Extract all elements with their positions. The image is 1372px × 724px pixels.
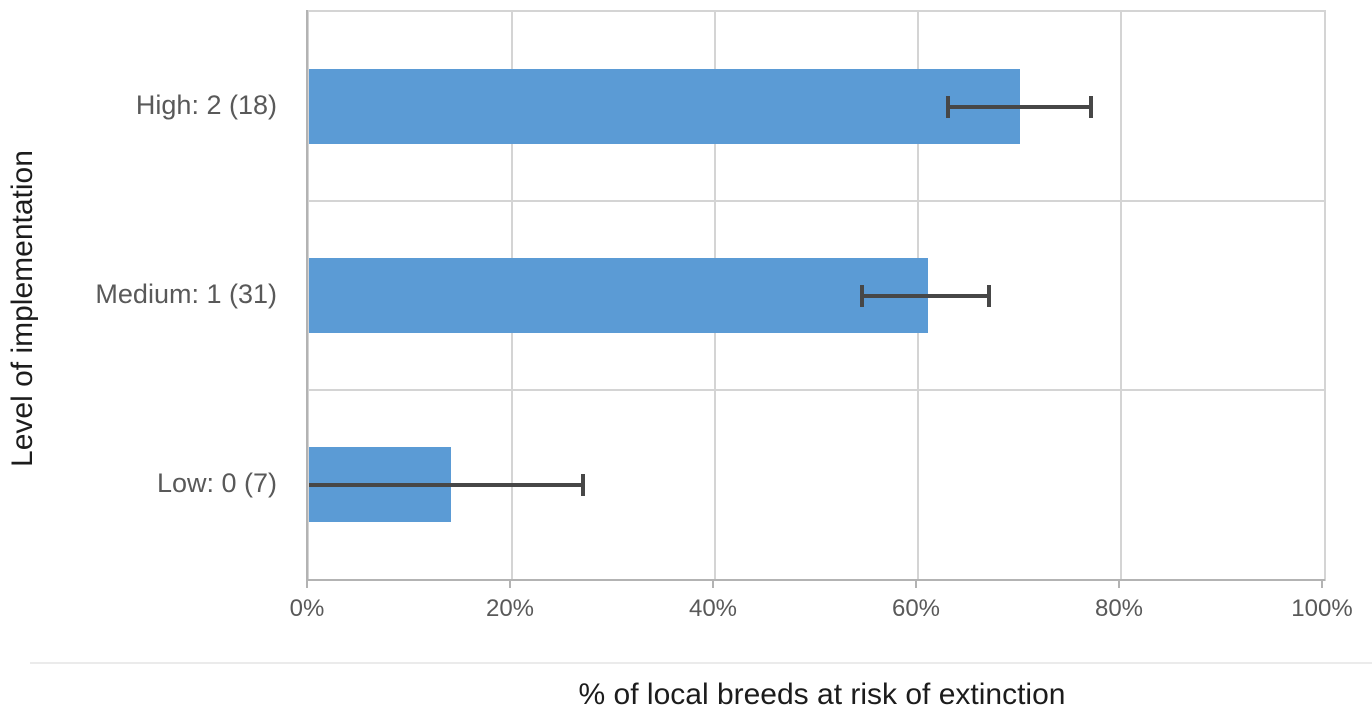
y-axis-category-labels: High: 2 (18) Medium: 1 (31) Low: 0 (7) <box>0 10 277 577</box>
error-bar-line <box>948 104 1091 109</box>
bar <box>309 258 929 333</box>
x-tick-mark <box>1321 579 1323 588</box>
error-bar-right-cap <box>1088 95 1093 118</box>
gridline-horizontal <box>309 389 1324 391</box>
x-tick-label: 0% <box>289 595 325 622</box>
x-tick-label: 20% <box>485 595 535 622</box>
x-tick-label: 60% <box>891 595 941 622</box>
error-bar-line <box>309 482 584 487</box>
x-tick-mark <box>1118 579 1120 588</box>
y-axis-line <box>306 10 308 581</box>
x-axis-title: % of local breeds at risk of extinction <box>578 678 1066 711</box>
category-label: Low: 0 (7) <box>156 467 277 498</box>
separator-line <box>30 662 1372 664</box>
gridline-horizontal <box>309 200 1324 202</box>
x-tick-label: 100% <box>1291 595 1353 622</box>
x-axis-line <box>306 579 1325 581</box>
gridline-vertical <box>1120 12 1122 579</box>
error-bar-line <box>862 293 990 298</box>
bar <box>309 69 1020 144</box>
error-bar-right-cap <box>581 473 586 496</box>
x-tick-label: 40% <box>688 595 738 622</box>
error-bar-left-cap <box>860 284 865 307</box>
plot-area <box>307 10 1326 581</box>
error-bar-right-cap <box>987 284 992 307</box>
x-tick-mark <box>306 579 308 588</box>
error-bar-left-cap <box>946 95 951 118</box>
x-tick-mark <box>915 579 917 588</box>
x-tick-mark <box>509 579 511 588</box>
category-label: Medium: 1 (31) <box>95 278 277 309</box>
x-tick-label: 80% <box>1094 595 1144 622</box>
x-tick-mark <box>712 579 714 588</box>
category-label: High: 2 (18) <box>135 89 277 120</box>
